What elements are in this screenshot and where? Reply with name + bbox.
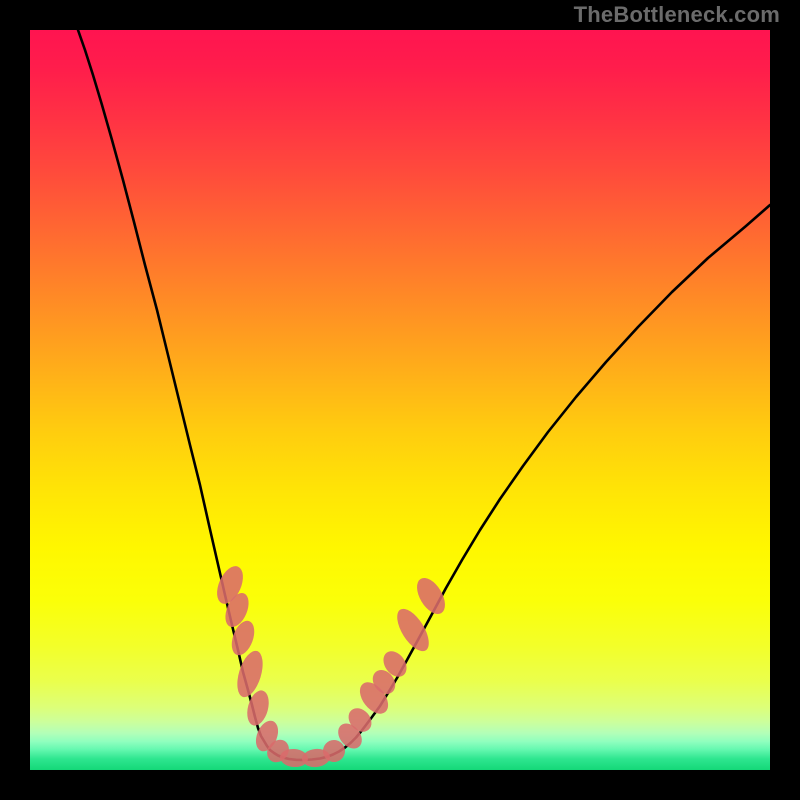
plot-area — [30, 30, 770, 770]
chart-svg — [30, 30, 770, 770]
watermark-text: TheBottleneck.com — [574, 2, 780, 28]
outer-frame: TheBottleneck.com — [0, 0, 800, 800]
